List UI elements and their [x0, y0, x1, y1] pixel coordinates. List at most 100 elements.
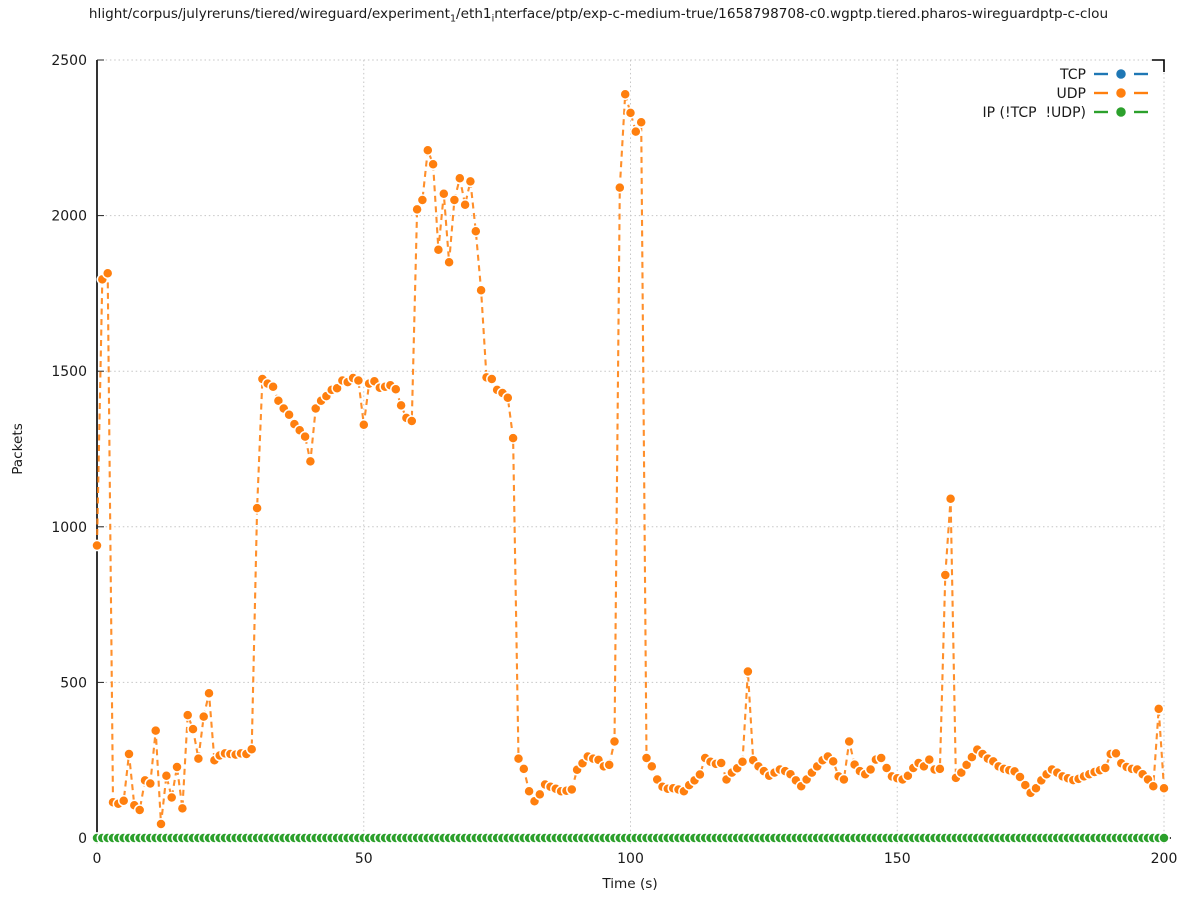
- series-marker-udp: [203, 687, 215, 700]
- series-marker-udp: [395, 399, 407, 412]
- series-marker-udp: [827, 755, 839, 768]
- y-axis-label: Packets: [10, 423, 26, 475]
- series-marker-udp: [646, 760, 658, 773]
- series-marker-udp: [608, 735, 621, 748]
- series-marker-udp: [518, 763, 530, 775]
- chart-title-segment: 1: [449, 13, 457, 25]
- series-marker-udp: [438, 188, 450, 200]
- x-tick-label: 100: [617, 851, 644, 867]
- series-marker-udp: [165, 791, 178, 804]
- legend-marker: [1114, 86, 1128, 100]
- series-marker-udp: [406, 415, 418, 427]
- series-marker-udp: [181, 709, 194, 721]
- series-marker-udp: [171, 761, 183, 773]
- series-marker-udp: [624, 107, 637, 119]
- x-tick-label: 50: [355, 851, 373, 867]
- y-tick-label: 1000: [51, 520, 87, 536]
- series-marker-udp: [875, 752, 887, 764]
- series-marker-udp: [838, 773, 850, 786]
- series-marker-udp: [1030, 782, 1042, 794]
- series-marker-udp: [955, 766, 968, 779]
- series-marker-udp: [155, 818, 167, 830]
- series-marker-udp: [864, 763, 877, 776]
- series-marker-udp: [635, 116, 647, 128]
- series-marker-udp: [192, 752, 205, 765]
- series-marker-udp: [902, 770, 914, 782]
- series-marker-udp: [470, 225, 482, 237]
- legend-label-ip-tcp-udp: IP (!TCP !UDP): [983, 105, 1087, 121]
- series-marker-udp: [267, 381, 279, 393]
- series-marker-udp: [603, 759, 615, 771]
- top-right-corner-tick: [1152, 59, 1165, 72]
- series-marker-udp: [736, 756, 749, 768]
- y-tick-label: 0: [78, 831, 87, 847]
- series-marker-udp: [614, 181, 626, 194]
- legend-marker: [1114, 105, 1128, 119]
- series-marker-udp: [534, 788, 546, 801]
- series-marker-ip-tcp-udp: [1158, 832, 1170, 844]
- series-marker-udp: [1152, 703, 1165, 715]
- series-marker-udp: [966, 751, 978, 763]
- series-marker-udp: [464, 175, 477, 188]
- series-marker-udp: [843, 735, 855, 748]
- series-marker-udp: [944, 493, 957, 505]
- series-marker-udp: [1110, 747, 1122, 760]
- x-tick-label: 150: [884, 851, 911, 867]
- y-tick-label: 1500: [51, 364, 87, 380]
- series-marker-udp: [507, 432, 519, 444]
- series-marker-udp: [694, 768, 706, 781]
- series-marker-udp: [934, 763, 946, 775]
- y-tick-label: 500: [60, 675, 87, 691]
- series-marker-udp: [272, 395, 285, 407]
- series-marker-udp: [91, 539, 103, 552]
- series-marker-udp: [443, 256, 455, 269]
- series-marker-udp: [411, 203, 423, 216]
- series-marker-udp: [523, 785, 535, 798]
- series-marker-udp: [1147, 780, 1160, 793]
- series-marker-udp: [160, 770, 173, 782]
- series-marker-udp: [358, 418, 370, 431]
- legend-label-tcp: TCP: [1059, 67, 1086, 83]
- series-marker-udp: [630, 125, 642, 138]
- series-marker-udp: [149, 724, 162, 737]
- series-marker-udp: [742, 665, 754, 678]
- series-marker-udp: [416, 194, 429, 206]
- series-marker-udp: [422, 144, 434, 156]
- chart-title-text: hlight/corpus/julyreruns/tiered/wireguar…: [88, 6, 1109, 25]
- series-marker-udp: [939, 569, 952, 581]
- legend-label-udp: UDP: [1057, 86, 1086, 102]
- x-tick-label: 0: [93, 851, 102, 867]
- series-marker-udp: [283, 409, 295, 421]
- series-marker-udp: [880, 762, 893, 774]
- series-marker-udp: [960, 759, 973, 771]
- series-marker-udp: [448, 194, 461, 206]
- series-marker-udp: [454, 172, 466, 185]
- series-marker-udp: [619, 88, 631, 100]
- series-marker-udp: [117, 794, 130, 807]
- series-marker-udp: [144, 777, 157, 790]
- series-marker-udp: [640, 752, 653, 764]
- series-marker-udp: [299, 430, 311, 443]
- series-marker-udp: [459, 198, 471, 211]
- series-marker-udp: [123, 748, 135, 760]
- series-marker-udp: [923, 753, 936, 766]
- series-marker-udp: [486, 373, 498, 385]
- series-marker-udp: [101, 267, 114, 279]
- series-marker-udp: [245, 743, 258, 756]
- series-marker-udp: [390, 383, 402, 395]
- chart-title: hlight/corpus/julyreruns/tiered/wireguar…: [0, 6, 1197, 25]
- y-tick-label: 2500: [51, 53, 87, 69]
- series-marker-udp: [133, 804, 146, 816]
- series-marker-udp: [502, 391, 514, 404]
- series-marker-udp: [1014, 771, 1026, 783]
- chart-title-segment: hlight/corpus/julyreruns/tiered/wireguar…: [88, 6, 450, 22]
- series-marker-udp: [176, 802, 189, 815]
- series-marker-udp: [352, 374, 365, 387]
- legend-marker: [1114, 67, 1128, 81]
- chart-title-segment: nterface/ptp/exp-c-medium-true/165879870…: [494, 6, 1109, 22]
- series-marker-udp: [331, 382, 343, 395]
- series-marker-udp: [304, 455, 317, 468]
- series-marker-udp: [1019, 779, 1032, 791]
